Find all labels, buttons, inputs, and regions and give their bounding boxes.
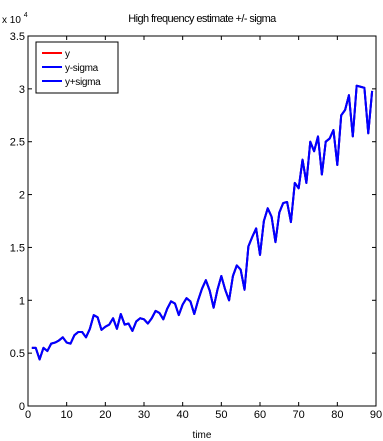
y-tick-label: 2.5 <box>10 137 25 149</box>
x-tick-label: 80 <box>331 409 343 421</box>
x-axis-label: time <box>193 430 212 441</box>
y-tick-label: 0 <box>19 401 25 413</box>
series-layer <box>31 84 374 361</box>
y-tick-label: 3.5 <box>10 31 25 43</box>
y-scale-label: x 10 4 <box>2 12 28 26</box>
plot-background <box>28 36 376 406</box>
x-tick-label: 90 <box>370 409 382 421</box>
y-tick-label: 3 <box>19 84 25 96</box>
x-tick-label: 60 <box>254 409 266 421</box>
x-axis-ticks: 0 10 20 30 40 50 60 70 80 90 <box>25 36 382 421</box>
series-line-y-sigma <box>31 84 374 361</box>
y-scale-exponent: 4 <box>24 12 28 19</box>
x-tick-label: 50 <box>215 409 227 421</box>
legend: y y-sigma y+sigma <box>35 41 119 94</box>
legend-label: y+sigma <box>65 77 101 88</box>
y-tick-label: 1.5 <box>10 242 25 254</box>
y-scale-base: x 10 <box>2 15 21 26</box>
chart-title: High frequency estimate +/- sigma <box>128 13 277 25</box>
y-tick-label: 0.5 <box>10 348 25 360</box>
x-tick-label: 70 <box>293 409 305 421</box>
legend-label: y-sigma <box>65 63 99 74</box>
plot-area <box>27 35 377 407</box>
x-tick-label: 20 <box>99 409 111 421</box>
y-axis-ticks: 0 0.5 1 1.5 2 2.5 3 3.5 <box>10 31 376 413</box>
x-tick-label: 10 <box>61 409 73 421</box>
x-tick-label: 30 <box>138 409 150 421</box>
y-tick-label: 2 <box>19 190 25 202</box>
x-tick-label: 40 <box>177 409 189 421</box>
x-tick-label: 0 <box>25 409 31 421</box>
plot-frame <box>27 35 377 407</box>
legend-label: y <box>65 49 70 60</box>
y-tick-label: 1 <box>19 295 25 307</box>
